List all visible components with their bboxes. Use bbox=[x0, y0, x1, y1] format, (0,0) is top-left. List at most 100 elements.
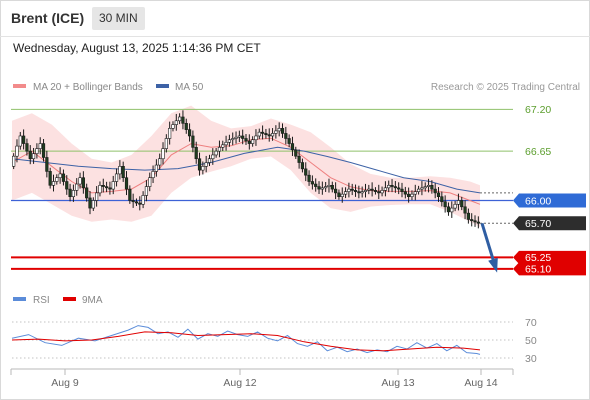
candle-bullish bbox=[413, 191, 417, 195]
candle-bullish bbox=[214, 150, 218, 156]
candle-bearish bbox=[194, 147, 198, 160]
candle-bearish bbox=[134, 201, 139, 204]
candle-bearish bbox=[104, 186, 109, 189]
candle-bullish bbox=[367, 188, 371, 191]
candle-bullish bbox=[207, 158, 212, 163]
candle-bearish bbox=[476, 221, 480, 224]
candle-bearish bbox=[61, 173, 66, 182]
candle-bullish bbox=[217, 147, 222, 152]
candle-bearish bbox=[334, 188, 338, 194]
candle-bullish bbox=[327, 185, 331, 187]
candle-bullish bbox=[38, 143, 42, 149]
candle-bearish bbox=[460, 200, 464, 208]
candle-bullish bbox=[174, 120, 178, 125]
candle-bearish bbox=[400, 188, 404, 192]
ma20-legend-label: MA 20 + Bollinger Bands bbox=[33, 82, 143, 93]
candle-bearish bbox=[121, 166, 125, 179]
time-axis: Aug 9 Aug 12 Aug 13 Aug 14 bbox=[10, 369, 514, 389]
candle-bearish bbox=[473, 220, 477, 223]
rsi-line bbox=[11, 325, 481, 355]
last-label-badge bbox=[513, 216, 586, 231]
candle-bullish bbox=[154, 164, 158, 172]
resistance-level-label: 67.20 bbox=[525, 104, 551, 116]
support-label-badge bbox=[513, 262, 586, 276]
candle-bullish bbox=[227, 139, 232, 143]
candle-bearish bbox=[443, 201, 447, 208]
candle-bearish bbox=[244, 138, 248, 142]
rsi-tick-label: 50 bbox=[525, 335, 537, 347]
candle-bullish bbox=[423, 186, 427, 189]
candle-bullish bbox=[277, 128, 281, 132]
chart-header: Brent (ICE) 30 MIN bbox=[0, 0, 590, 37]
candle-bearish bbox=[138, 202, 142, 205]
candle-bearish bbox=[370, 188, 374, 191]
candle-bearish bbox=[124, 177, 129, 190]
ma50-legend-swatch bbox=[156, 84, 169, 88]
last-level-label: 65.70 bbox=[525, 218, 551, 230]
rsi-legend-label: RSI bbox=[33, 295, 50, 306]
candle-bullish bbox=[35, 148, 39, 154]
time-axis-label: Aug 13 bbox=[381, 377, 414, 389]
candle-bullish bbox=[144, 186, 149, 196]
rsi-9ma-legend-swatch bbox=[63, 297, 76, 301]
rsi-tick-label: 70 bbox=[525, 317, 537, 329]
candle-bearish bbox=[463, 206, 467, 214]
candle-bearish bbox=[310, 181, 314, 185]
candle-bearish bbox=[390, 185, 394, 187]
candle-bearish bbox=[307, 174, 311, 182]
resistance-level-label: 66.65 bbox=[525, 146, 551, 158]
candle-bullish bbox=[426, 185, 431, 187]
candle-bearish bbox=[304, 168, 308, 176]
candle-bearish bbox=[377, 191, 381, 194]
candle-bearish bbox=[284, 133, 288, 139]
candle-bearish bbox=[393, 186, 397, 189]
candle-bearish bbox=[197, 158, 202, 171]
rsi-legend-swatch bbox=[13, 297, 26, 301]
timeframe-button[interactable]: 30 MIN bbox=[92, 7, 145, 30]
candle-bullish bbox=[416, 188, 421, 192]
support-level-label: 65.25 bbox=[525, 252, 551, 264]
candle-bullish bbox=[78, 177, 82, 185]
candle-bullish bbox=[410, 193, 414, 197]
candle-bullish bbox=[224, 141, 228, 146]
candle-bullish bbox=[360, 191, 364, 194]
candle-bullish bbox=[201, 166, 205, 171]
candle-bearish bbox=[446, 206, 451, 213]
candle-bearish bbox=[41, 143, 46, 158]
candle-bearish bbox=[22, 135, 26, 144]
rsi-tick-label: 30 bbox=[525, 353, 537, 365]
candle-bearish bbox=[260, 131, 265, 134]
candle-bullish bbox=[71, 190, 76, 197]
pivot-level-label: 66.00 bbox=[525, 195, 551, 207]
ma20-line bbox=[11, 137, 481, 205]
candle-bearish bbox=[436, 192, 441, 197]
pivot-label-badge bbox=[513, 193, 586, 208]
candle-bearish bbox=[85, 187, 89, 199]
candle-bullish bbox=[420, 187, 424, 190]
candle-bullish bbox=[380, 190, 384, 194]
candle-bullish bbox=[58, 173, 62, 179]
candle-bullish bbox=[270, 133, 275, 137]
candle-bearish bbox=[25, 143, 29, 152]
candle-bearish bbox=[191, 135, 195, 148]
candle-bearish bbox=[353, 190, 358, 192]
source-credit: Research © 2025 Trading Central bbox=[431, 82, 580, 93]
candle-bearish bbox=[403, 191, 407, 195]
support-level-label: 65.10 bbox=[525, 264, 551, 276]
candle-bearish bbox=[267, 134, 271, 137]
candle-bullish bbox=[55, 177, 59, 182]
candle-bullish bbox=[161, 148, 165, 160]
candle-bullish bbox=[234, 136, 238, 139]
ma20-legend-swatch bbox=[13, 84, 26, 88]
candle-bearish bbox=[430, 185, 434, 190]
candle-bearish bbox=[48, 171, 52, 186]
time-axis-label: Aug 9 bbox=[51, 377, 79, 389]
candle-bearish bbox=[466, 212, 470, 220]
chart-timestamp: Wednesday, August 13, 2025 1:14:36 PM CE… bbox=[13, 41, 261, 55]
rsi-panel: 70 50 30 bbox=[11, 317, 537, 365]
candle-bullish bbox=[171, 124, 175, 129]
candle-bearish bbox=[45, 157, 49, 172]
candle-bearish bbox=[247, 140, 251, 144]
support-label-badge bbox=[513, 250, 586, 264]
